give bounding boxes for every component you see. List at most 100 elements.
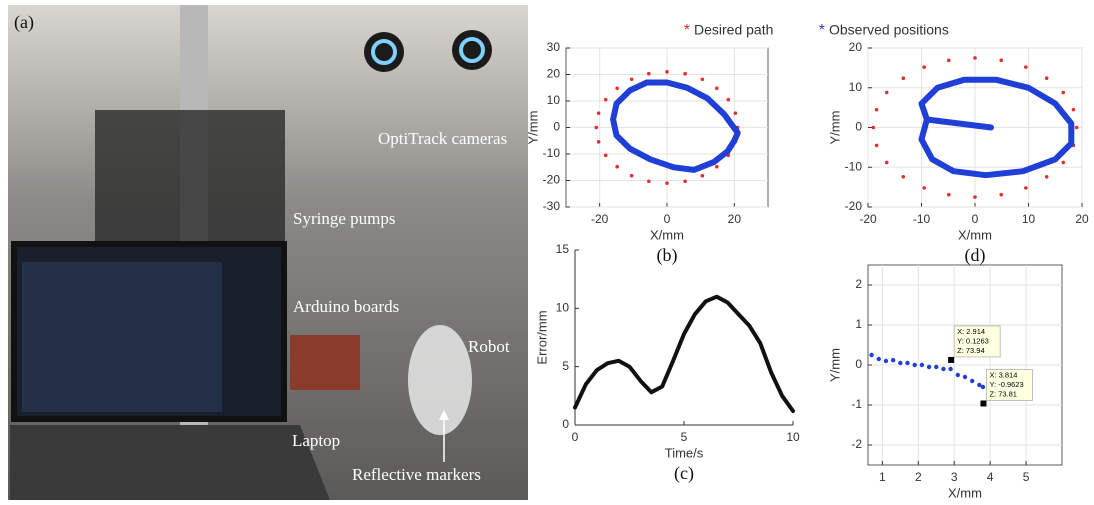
photo-label: Robot (468, 337, 510, 356)
data-point (946, 58, 951, 63)
legend-label: Observed positions (829, 22, 949, 38)
data-point (898, 360, 903, 366)
x-tick-label: 1 (879, 470, 886, 484)
x-tick-label: 0 (972, 212, 979, 226)
photo-label: OptiTrack cameras (378, 129, 507, 148)
y-axis-label: Y/mm (827, 111, 842, 145)
data-point (922, 186, 926, 190)
data-point (980, 384, 986, 390)
photo-label: Arduino boards (293, 297, 399, 316)
data-point (890, 358, 896, 363)
legend-marker: * (684, 22, 690, 39)
data-point (919, 362, 925, 368)
data-point (1024, 186, 1028, 190)
chart: 0 5 10 0 5 10 15 Time/s Error/mm (c) (534, 242, 800, 484)
data-point (941, 366, 946, 372)
x-tick-label: 10 (786, 430, 800, 444)
legend-marker: * (819, 22, 825, 39)
camera-ring (371, 39, 397, 65)
data-point (883, 358, 889, 364)
photo: (a) OptiTrack cameras Syringe pumps Ardu… (8, 5, 528, 500)
y-tick-label: 20 (849, 40, 863, 54)
data-point (973, 195, 977, 199)
data-point (594, 125, 599, 130)
x-axis-label: X/mm (958, 227, 992, 242)
x-axis-label: X/mm (650, 227, 684, 242)
data-point (901, 174, 906, 179)
data-point (629, 173, 634, 178)
data-point (905, 360, 910, 366)
robot (408, 325, 472, 435)
data-point (874, 143, 879, 148)
camera (364, 32, 404, 72)
y-tick-label: 0 (855, 120, 862, 134)
y-tick-label: 0 (855, 357, 862, 371)
y-tick-label: 1 (855, 317, 862, 331)
x-tick-label: 5 (1023, 470, 1030, 484)
data-point (948, 366, 953, 372)
x-tick-label: 5 (681, 430, 688, 444)
data-point (665, 181, 669, 185)
data-point (1071, 107, 1076, 112)
y-tick-label: 2 (855, 277, 862, 291)
y-axis-label: Error/mm (534, 310, 549, 364)
datatip-text: Y: -0.9623 (989, 380, 1023, 389)
y-tick-label: 10 (849, 80, 863, 94)
data-point (962, 374, 968, 380)
data-point (922, 65, 926, 69)
data-point (876, 356, 881, 362)
laptop-keyboard (10, 425, 330, 500)
data-point (869, 352, 874, 358)
data-point (603, 97, 608, 102)
panel-label: (d) (965, 245, 986, 266)
y-tick-label: 20 (547, 67, 561, 81)
data-point (647, 179, 651, 184)
legend-label: Desired path (694, 22, 773, 38)
data-point (934, 364, 939, 370)
data-point (901, 76, 906, 81)
panel-label: (b) (657, 245, 678, 266)
data-point (912, 362, 917, 368)
photo-label: Syringe pumps (293, 209, 395, 228)
photo-label: Reflective markers (352, 465, 481, 484)
y-tick-label: 5 (562, 359, 569, 373)
data-point (946, 192, 951, 197)
data-point (596, 140, 601, 144)
datatip-text: Z: 73.81 (989, 389, 1017, 398)
datatip-box (986, 369, 1033, 401)
arduino-boards (290, 335, 360, 390)
data-point (874, 107, 879, 112)
y-tick-label: -30 (543, 199, 561, 213)
data-point (615, 86, 619, 91)
camera-ring (459, 37, 485, 63)
x-tick-label: 2 (915, 470, 922, 484)
x-tick-label: 20 (1075, 212, 1089, 226)
data-point (926, 364, 932, 370)
data-point (726, 97, 731, 102)
y-tick-label: -1 (851, 397, 862, 411)
data-point (999, 58, 1004, 63)
arrow-head (439, 410, 449, 420)
data-point (715, 86, 719, 91)
datatip-text: Z: 73.94 (957, 346, 985, 355)
y-tick-label: 0 (553, 120, 560, 134)
y-tick-label: 15 (556, 242, 570, 256)
y-tick-label: -20 (543, 173, 561, 187)
data-point (969, 378, 975, 384)
y-tick-label: 0 (562, 417, 569, 431)
datatip-text: X: 3.814 (989, 370, 1017, 379)
x-axis-label: Time/s (665, 445, 704, 460)
y-axis-label: Y/mm (827, 348, 842, 382)
data-point (1024, 65, 1028, 69)
x-tick-label: 0 (572, 430, 579, 444)
photo-label: Laptop (292, 431, 340, 450)
data-point (596, 111, 601, 115)
data-point (733, 111, 738, 115)
x-axis-label: X/mm (948, 485, 982, 500)
data-point (700, 77, 705, 82)
panel-label: (e) (955, 503, 975, 505)
x-tick-label: -10 (913, 212, 931, 226)
y-tick-label: 10 (547, 93, 561, 107)
panel-label: (c) (674, 463, 694, 484)
x-tick-label: 3 (951, 470, 958, 484)
